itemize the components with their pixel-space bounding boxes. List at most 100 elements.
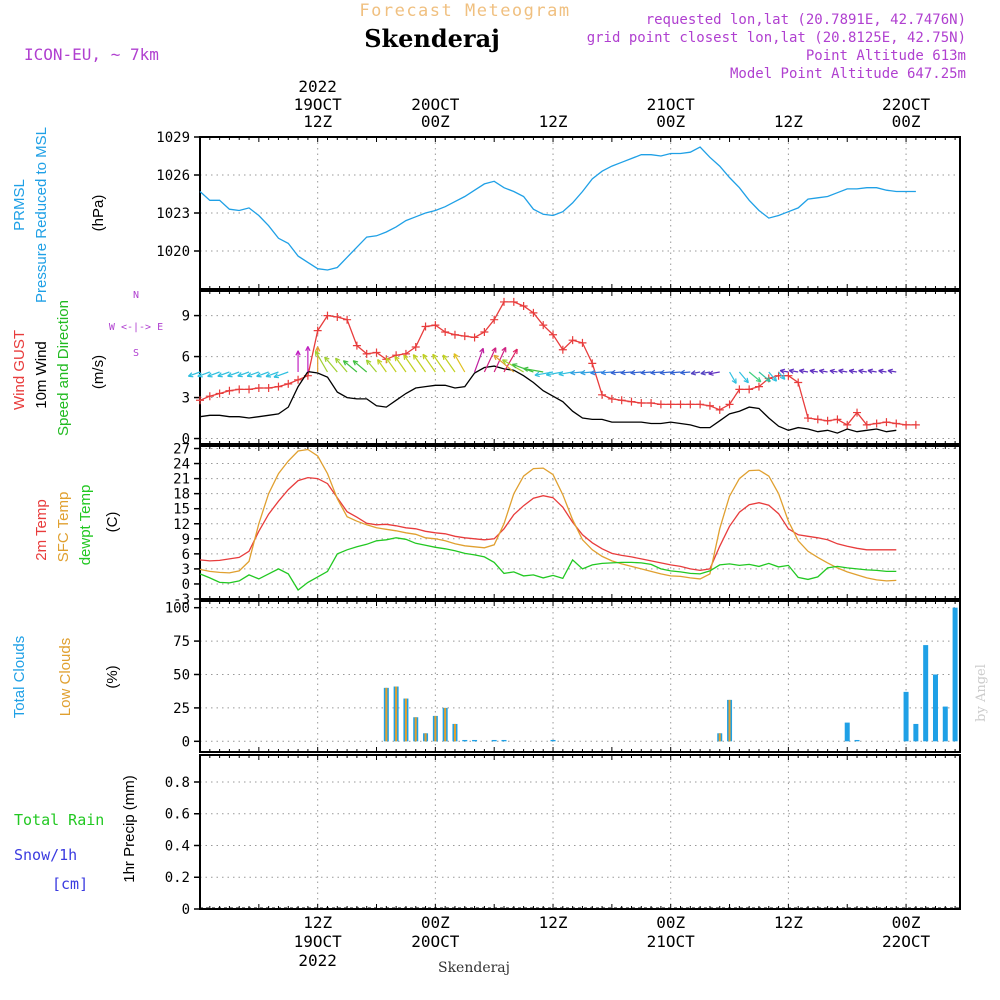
- gust-marker: [352, 341, 361, 350]
- y-tick-label: 18: [173, 487, 190, 503]
- wind-arrow-head: [314, 350, 320, 357]
- gust-marker: [715, 405, 724, 414]
- wind-arrow-head: [878, 368, 884, 375]
- wind-direction-label: Speed and Direction: [55, 300, 72, 436]
- wind-arrow: [503, 348, 518, 373]
- wind-arrow-head: [755, 376, 762, 383]
- wind-arrow-head: [365, 359, 372, 366]
- wind-arrow-head: [829, 368, 835, 375]
- wind-arrow: [867, 369, 877, 373]
- y-tick-label: 27: [173, 442, 190, 458]
- low-cloud-bar: [424, 733, 427, 742]
- top-label-l2: 21OCT: [647, 95, 696, 114]
- y-tick-label: 6: [182, 547, 190, 563]
- wind-arrow-head: [779, 368, 786, 374]
- y-tick-label: -3: [173, 592, 190, 608]
- wind-arrow: [690, 371, 701, 375]
- pressure-panel: 1020 1023 1026 1029: [156, 130, 961, 290]
- gust-marker: [539, 321, 548, 330]
- gust-marker: [343, 315, 352, 324]
- wind-arrow: [227, 371, 240, 377]
- wind-arrow: [324, 356, 338, 373]
- wind-arrow: [493, 354, 515, 373]
- y-tick-label: 1020: [156, 244, 190, 260]
- gust-marker: [313, 326, 322, 335]
- total-cloud-bar: [903, 691, 909, 742]
- wind-arrow-head: [580, 369, 586, 376]
- percent-unit: (%): [104, 665, 121, 688]
- gust-marker: [627, 397, 636, 406]
- gust-marker: [500, 297, 508, 306]
- wind-arrow-head: [295, 350, 301, 356]
- gust-marker: [284, 379, 293, 388]
- wind-arrow: [256, 371, 269, 377]
- gust-marker: [843, 420, 852, 429]
- low-cloud-bar: [404, 698, 407, 742]
- wind-gust-label: Wind GUST: [11, 330, 28, 410]
- bottom-label-l1: 00Z: [892, 913, 921, 932]
- gust-marker: [254, 383, 263, 392]
- gust-marker: [568, 336, 577, 345]
- y-tick-label: 0: [182, 577, 190, 593]
- gust-marker: [813, 415, 822, 424]
- wind-arrow: [442, 354, 456, 373]
- wind-arrow-head: [650, 369, 656, 376]
- y-tick-label: 6: [182, 350, 190, 366]
- y-tick-label: 0.6: [165, 807, 190, 823]
- total-cloud-bar: [913, 723, 919, 742]
- gust-marker: [323, 311, 332, 320]
- panel-frame: [199, 136, 961, 290]
- gust-marker: [460, 332, 469, 341]
- y-tick-label: 0: [182, 734, 190, 750]
- compass-s: S: [133, 348, 139, 359]
- wind-arrow: [546, 371, 563, 376]
- model-altitude: Model Point Altitude 647.25m: [730, 66, 966, 82]
- wind-arrow: [335, 357, 348, 373]
- wind-arrow: [412, 354, 427, 373]
- wind-arrow: [432, 353, 446, 373]
- gust-marker: [372, 348, 381, 357]
- wind-arrow-head: [453, 353, 459, 359]
- total-cloud-bar: [472, 739, 478, 742]
- wind-arrow-head: [743, 377, 749, 384]
- gust-marker: [705, 401, 714, 410]
- bottom-label-l1: 00Z: [656, 913, 685, 932]
- y-tick-label: 12: [173, 517, 190, 533]
- wind-arrow: [659, 371, 671, 374]
- wind-arrow-head: [640, 369, 646, 376]
- wind-arrow: [483, 347, 497, 373]
- low-cloud-bar: [395, 686, 398, 742]
- wind-arrow-head: [788, 368, 795, 374]
- watermark: by Angel: [974, 664, 989, 722]
- top-label-l3: 00Z: [421, 112, 450, 131]
- low-cloud-bar: [728, 699, 731, 742]
- gust-marker: [804, 414, 812, 423]
- panel-frame: [199, 600, 961, 753]
- gust-marker: [480, 327, 489, 336]
- wind-arrow: [738, 371, 749, 384]
- cloud-labels: Total Clouds Low Clouds (%): [11, 636, 121, 719]
- wind-arrow: [385, 357, 397, 373]
- series-line-sfc-temp: [199, 448, 897, 582]
- wind-arrow-head: [838, 368, 844, 374]
- wind-arrow: [799, 369, 809, 373]
- y-tick-label: 0.8: [165, 775, 190, 791]
- wind-arrow: [523, 367, 544, 373]
- wind-arrow: [207, 371, 220, 377]
- gust-marker: [882, 418, 891, 427]
- wind-arrow-head: [848, 368, 855, 375]
- wind-arrow-head: [352, 360, 359, 366]
- wind-arrow: [474, 348, 484, 373]
- wind-arrow-head: [779, 374, 786, 380]
- pressure-msl-label: Pressure Reduced to MSL: [33, 127, 50, 303]
- gust-marker: [441, 327, 450, 336]
- wind-arrow-head: [501, 359, 508, 365]
- total-cloud-bar: [844, 722, 850, 742]
- wind-arrow-head: [246, 372, 253, 378]
- series-line-pressure: [199, 146, 916, 271]
- pressure-labels: PRMSL Pressure Reduced to MSL (hPa): [11, 127, 107, 303]
- gust-marker: [490, 315, 499, 324]
- y-tick-label: 1029: [156, 130, 190, 146]
- bottom-label-l1: 12Z: [774, 913, 803, 932]
